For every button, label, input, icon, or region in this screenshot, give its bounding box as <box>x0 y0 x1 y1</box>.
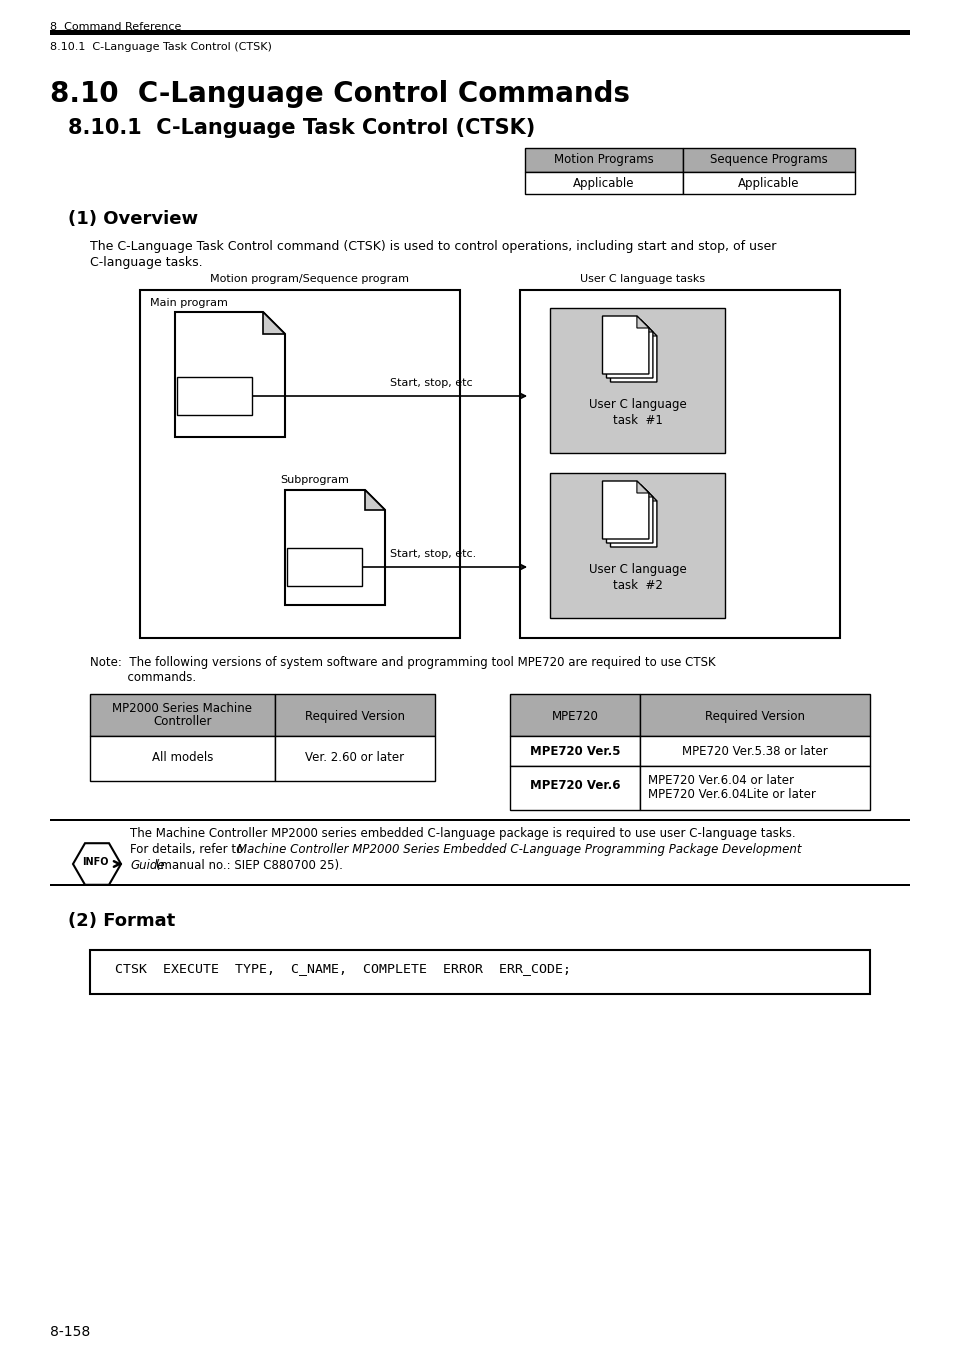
Text: Required Version: Required Version <box>704 710 804 724</box>
Text: 8  Command Reference: 8 Command Reference <box>50 22 181 32</box>
Bar <box>140 290 459 639</box>
Bar <box>510 736 639 765</box>
Text: Machine Controller MP2000 Series Embedded C-Language Programming Package Develop: Machine Controller MP2000 Series Embedde… <box>236 842 801 856</box>
Polygon shape <box>637 481 648 493</box>
Polygon shape <box>606 320 652 378</box>
Bar <box>90 736 274 782</box>
Bar <box>510 694 639 736</box>
Text: Controller: Controller <box>153 716 212 728</box>
Polygon shape <box>606 485 652 543</box>
Text: Motion Programs: Motion Programs <box>554 153 653 166</box>
Text: All models: All models <box>152 751 213 764</box>
Bar <box>519 290 840 639</box>
Text: task  #1: task #1 <box>612 414 661 427</box>
Text: Guide: Guide <box>130 859 165 872</box>
Text: MPE720 Ver.6: MPE720 Ver.6 <box>529 779 619 792</box>
Polygon shape <box>174 312 285 437</box>
Text: User C language: User C language <box>588 563 685 576</box>
Text: Applicable: Applicable <box>738 177 799 190</box>
Text: Ver. 2.60 or later: Ver. 2.60 or later <box>305 751 404 764</box>
Text: (manual no.: SIEP C880700 25).: (manual no.: SIEP C880700 25). <box>152 859 343 872</box>
Bar <box>639 736 869 765</box>
Text: MPE720 Ver.5: MPE720 Ver.5 <box>529 745 619 757</box>
Text: The Machine Controller MP2000 series embedded C-language package is required to : The Machine Controller MP2000 series emb… <box>130 828 795 840</box>
Text: C-language tasks.: C-language tasks. <box>90 256 202 269</box>
Text: Required Version: Required Version <box>305 710 405 724</box>
Text: CTSK  EXECUTE  TYPE,  C_NAME,  COMPLETE  ERROR  ERR_CODE;: CTSK EXECUTE TYPE, C_NAME, COMPLETE ERRO… <box>115 963 571 975</box>
Polygon shape <box>263 312 285 333</box>
Text: Applicable: Applicable <box>573 177 634 190</box>
Bar <box>550 308 724 454</box>
Bar <box>682 148 854 171</box>
Bar <box>639 765 869 810</box>
Text: The C-Language Task Control command (CTSK) is used to control operations, includ: The C-Language Task Control command (CTS… <box>90 240 776 252</box>
Bar <box>510 765 639 810</box>
Text: (1) Overview: (1) Overview <box>68 211 198 228</box>
Text: Sequence Programs: Sequence Programs <box>709 153 827 166</box>
Text: CTSK: CTSK <box>310 554 338 564</box>
Polygon shape <box>640 485 652 497</box>
Text: command: command <box>296 566 352 576</box>
Bar <box>682 171 854 194</box>
Text: 8.10  C-Language Control Commands: 8.10 C-Language Control Commands <box>50 80 629 108</box>
Text: Start, stop, etc.: Start, stop, etc. <box>390 549 476 559</box>
Polygon shape <box>610 324 657 382</box>
Bar <box>90 950 869 994</box>
Text: command: command <box>187 396 242 405</box>
Polygon shape <box>644 324 657 336</box>
Text: Note:  The following versions of system software and programming tool MPE720 are: Note: The following versions of system s… <box>90 656 715 670</box>
Text: CTSK: CTSK <box>200 383 229 393</box>
Text: MPE720: MPE720 <box>551 710 598 724</box>
Text: (2) Format: (2) Format <box>68 913 175 930</box>
Polygon shape <box>637 316 648 328</box>
Polygon shape <box>610 489 657 547</box>
Polygon shape <box>602 481 648 539</box>
Text: For details, refer to: For details, refer to <box>130 842 247 856</box>
Polygon shape <box>285 490 385 605</box>
Polygon shape <box>644 489 657 501</box>
Bar <box>90 694 274 736</box>
Bar <box>50 30 909 35</box>
Bar <box>274 694 435 736</box>
Bar <box>524 148 682 171</box>
Polygon shape <box>640 320 652 332</box>
Bar <box>287 548 361 586</box>
Text: Main program: Main program <box>150 298 228 308</box>
Bar <box>550 472 724 618</box>
Polygon shape <box>365 490 385 510</box>
Text: MPE720 Ver.6.04 or later: MPE720 Ver.6.04 or later <box>647 774 793 787</box>
Text: User C language: User C language <box>588 398 685 410</box>
Text: INFO: INFO <box>82 857 108 867</box>
Text: task  #2: task #2 <box>612 579 661 593</box>
Bar <box>274 736 435 782</box>
Text: Subprogram: Subprogram <box>280 475 349 485</box>
Polygon shape <box>602 316 648 374</box>
Text: MP2000 Series Machine: MP2000 Series Machine <box>112 702 253 716</box>
Text: User C language tasks: User C language tasks <box>579 274 704 284</box>
Text: Motion program/Sequence program: Motion program/Sequence program <box>210 274 409 284</box>
Text: 8-158: 8-158 <box>50 1324 91 1339</box>
Text: Start, stop, etc: Start, stop, etc <box>390 378 472 387</box>
Text: MPE720 Ver.6.04Lite or later: MPE720 Ver.6.04Lite or later <box>647 788 815 801</box>
Text: MPE720 Ver.5.38 or later: MPE720 Ver.5.38 or later <box>681 745 827 757</box>
Text: commands.: commands. <box>90 671 196 684</box>
Bar <box>177 377 252 414</box>
Bar <box>524 171 682 194</box>
Text: 8.10.1  C-Language Task Control (CTSK): 8.10.1 C-Language Task Control (CTSK) <box>68 117 535 138</box>
Bar <box>639 694 869 736</box>
Text: 8.10.1  C-Language Task Control (CTSK): 8.10.1 C-Language Task Control (CTSK) <box>50 42 272 53</box>
Bar <box>50 884 909 886</box>
Bar <box>50 819 909 821</box>
